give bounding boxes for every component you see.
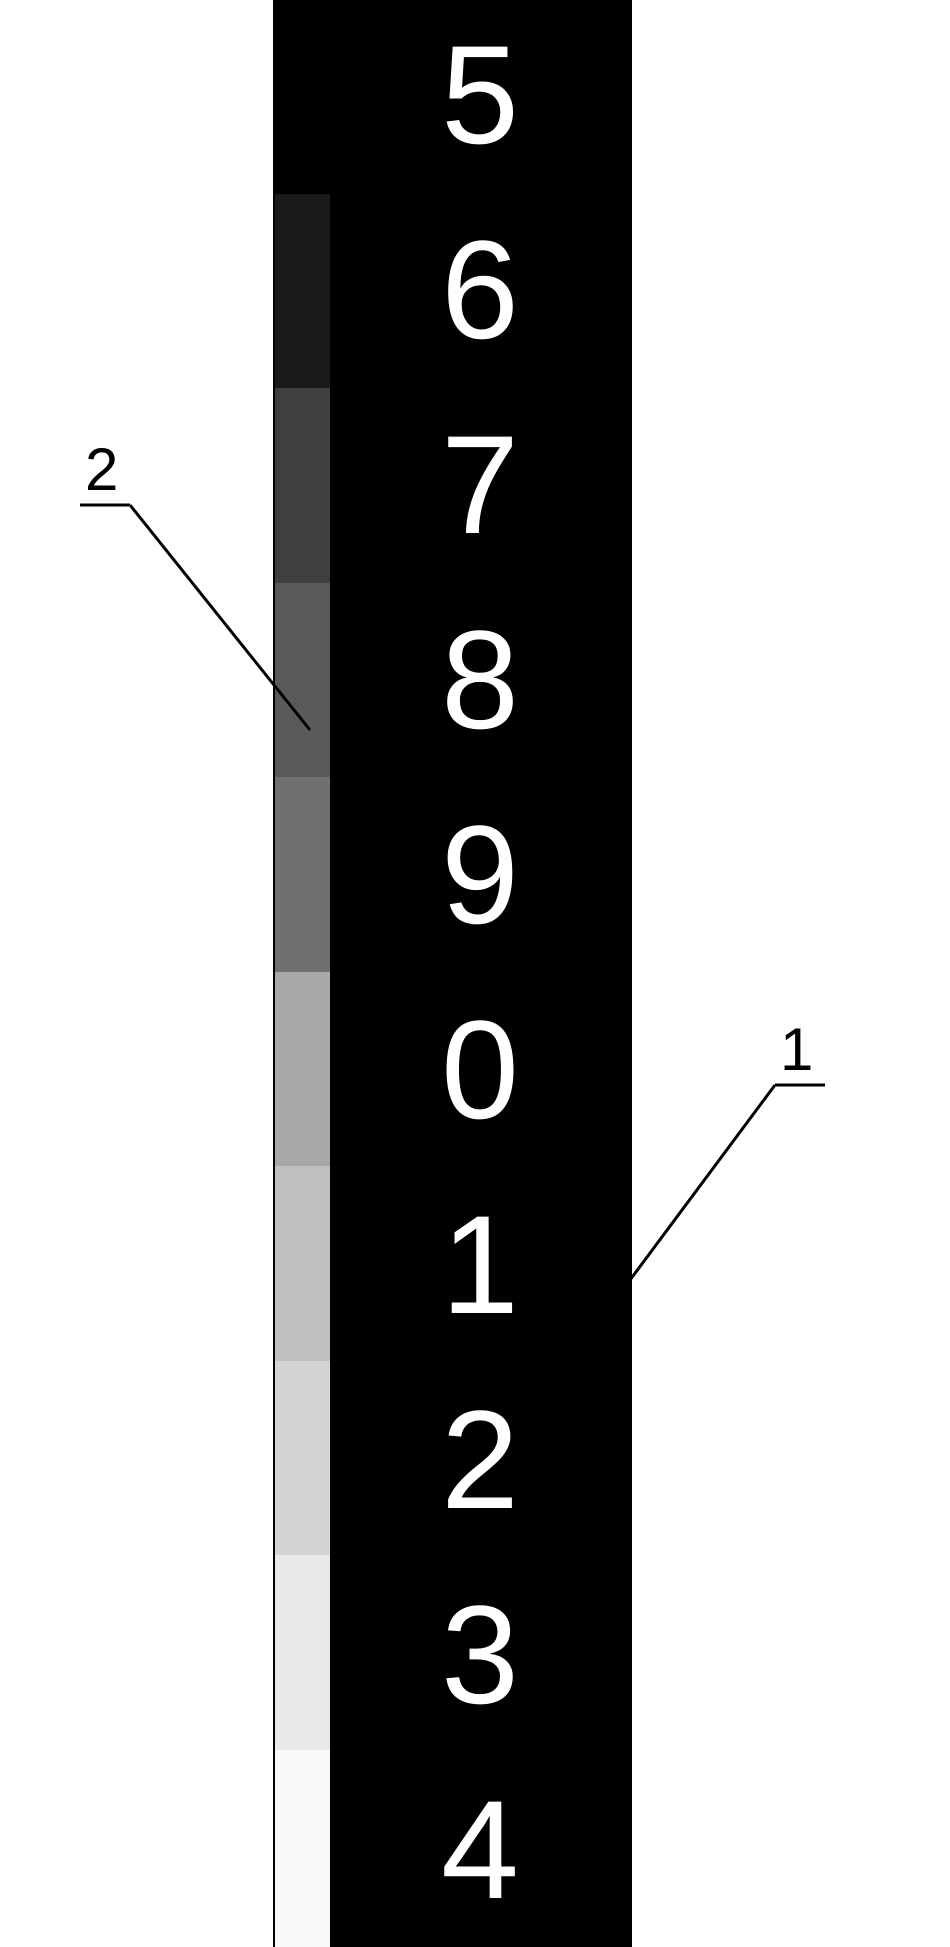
scale-digit-4: 4 bbox=[380, 1780, 580, 1920]
callout-leader-1 bbox=[630, 1085, 775, 1280]
scale-digit-6: 6 bbox=[380, 220, 580, 360]
scale-digit-2: 2 bbox=[380, 1390, 580, 1530]
scale-digit-3: 3 bbox=[380, 1585, 580, 1725]
callout-label-2: 2 bbox=[85, 435, 118, 504]
scale-digit-9: 9 bbox=[380, 805, 580, 945]
callout-label-1: 1 bbox=[780, 1015, 813, 1084]
scale-digit-1: 1 bbox=[380, 1195, 580, 1335]
scale-digit-5: 5 bbox=[380, 25, 580, 165]
scale-digit-0: 0 bbox=[380, 1000, 580, 1140]
scale-digit-7: 7 bbox=[380, 415, 580, 555]
scale-digit-8: 8 bbox=[380, 610, 580, 750]
callout-leader-2 bbox=[130, 505, 310, 730]
